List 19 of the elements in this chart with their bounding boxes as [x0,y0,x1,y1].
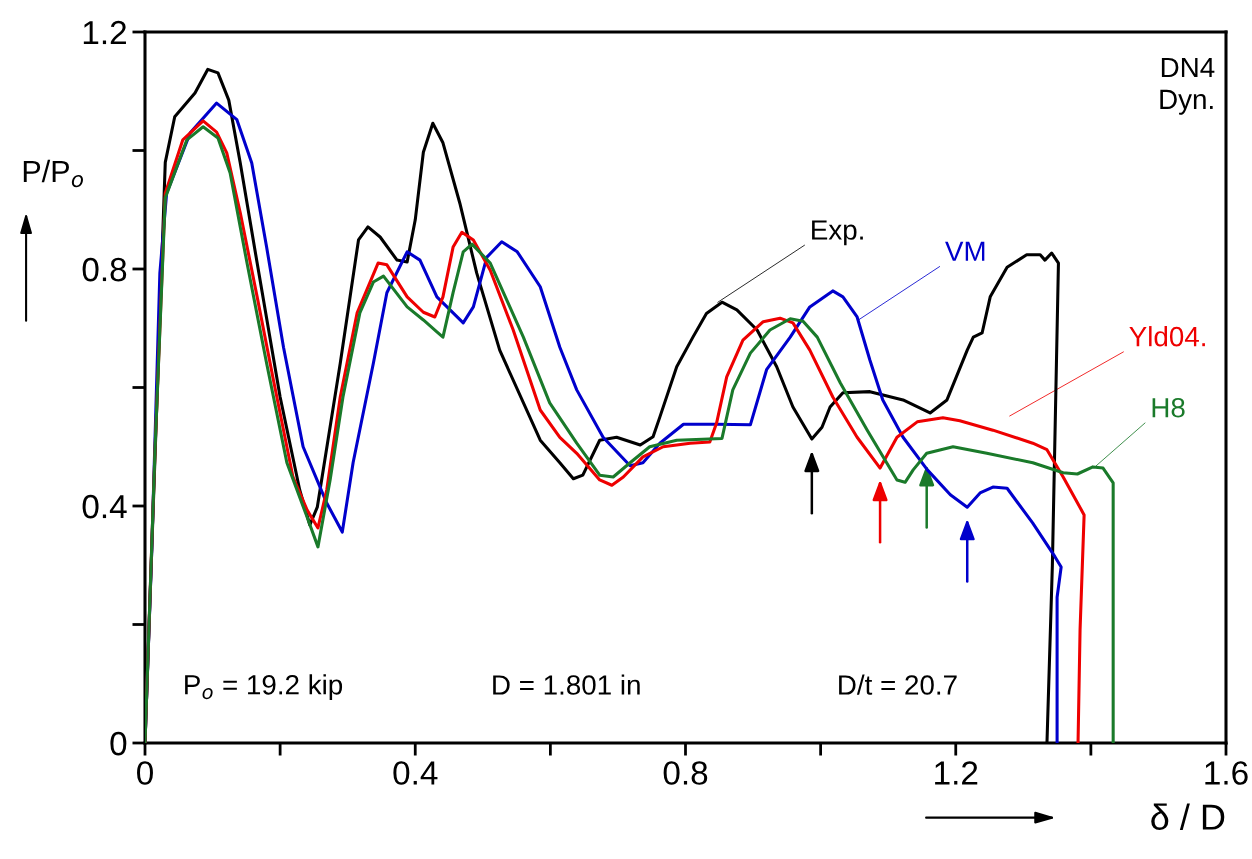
text: H8 [1152,397,1185,418]
annotation: D = 1.801 in [493,674,640,695]
annotation: P$_{o}$ = 19.2 kip [185,674,343,701]
y-tick-label: 1.2 [83,20,126,45]
x-tick-label: 0.8 [663,761,708,785]
y-axis-title: P/P$_{o}$ [23,159,83,188]
y-tick-label: 0 [110,731,127,756]
text: VM [945,241,985,261]
text: Exp. [812,220,863,246]
annotation: DN4 Dyn. [1160,57,1215,115]
x-tick-label: 1.6 [1205,761,1248,785]
x-tick-label: 1.2 [935,761,978,785]
annotation: D/t = 20.7 [839,674,957,695]
y-tick-label: 0.4 [82,494,127,519]
text: Yld04. [1129,326,1205,347]
y-tick-label: 0.8 [82,257,127,282]
x-axis-title: δ / D [1151,803,1225,830]
x-tick-label: 0.4 [393,761,438,785]
x-tick-label: 0 [137,761,153,785]
